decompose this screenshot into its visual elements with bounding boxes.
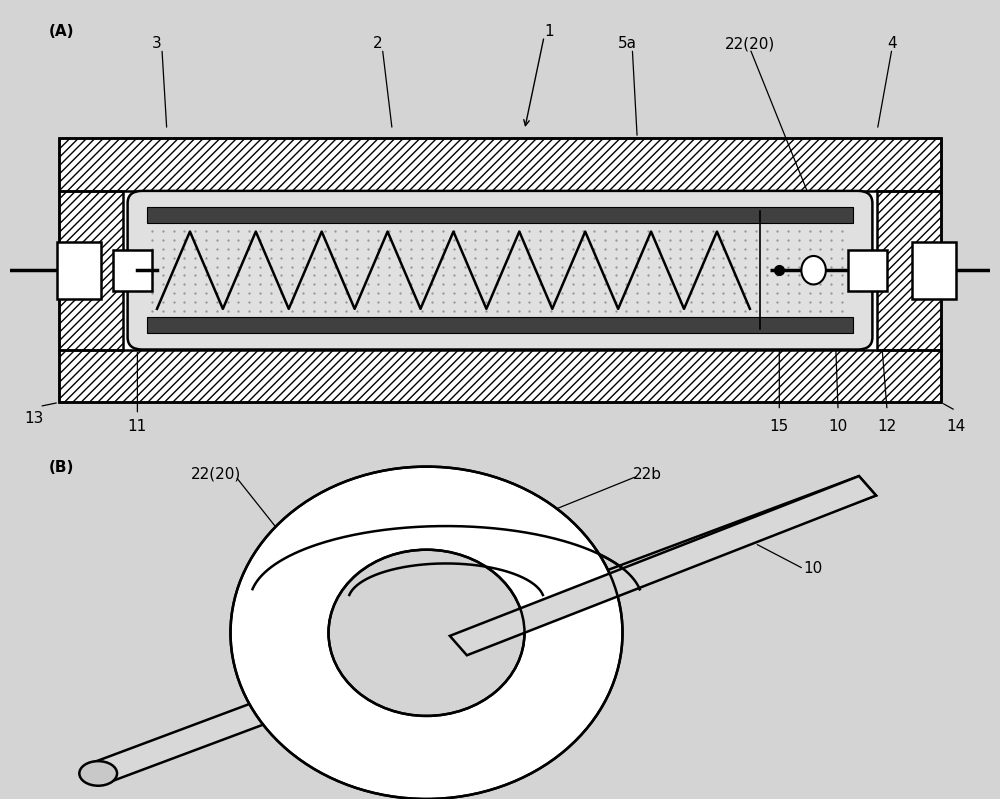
Text: 10: 10 — [828, 419, 848, 434]
Bar — [59, 138, 941, 403]
Bar — [877, 191, 941, 349]
Text: 11: 11 — [128, 419, 147, 434]
Bar — [147, 317, 853, 333]
Text: 10: 10 — [804, 562, 823, 576]
Text: 22(20): 22(20) — [191, 467, 241, 482]
Text: 22(20): 22(20) — [725, 36, 775, 51]
Text: 2: 2 — [373, 36, 382, 51]
Text: 4: 4 — [887, 36, 897, 51]
Ellipse shape — [801, 256, 826, 284]
Text: 12: 12 — [877, 419, 897, 434]
Text: 13: 13 — [25, 411, 44, 426]
Bar — [59, 349, 941, 403]
Bar — [848, 250, 887, 291]
Bar — [147, 207, 853, 224]
Text: 3: 3 — [152, 36, 162, 51]
Text: 5a: 5a — [618, 36, 637, 51]
Polygon shape — [450, 476, 876, 655]
FancyBboxPatch shape — [128, 191, 872, 349]
Bar — [59, 138, 941, 191]
Bar — [59, 191, 123, 349]
Text: 1: 1 — [544, 24, 554, 39]
Text: (B): (B) — [49, 460, 75, 475]
Bar — [912, 242, 956, 299]
Text: 15: 15 — [770, 419, 789, 434]
Bar — [877, 191, 941, 349]
Ellipse shape — [231, 467, 622, 799]
Bar — [59, 191, 123, 349]
Text: 14: 14 — [946, 419, 965, 434]
Ellipse shape — [329, 550, 524, 716]
Bar — [57, 242, 101, 299]
Text: (A): (A) — [49, 24, 75, 39]
Text: 22a: 22a — [461, 758, 490, 773]
Ellipse shape — [79, 761, 117, 785]
Text: 22b: 22b — [633, 467, 662, 482]
Polygon shape — [90, 476, 876, 783]
Bar — [59, 138, 941, 191]
Bar — [113, 250, 152, 291]
Bar — [59, 349, 941, 403]
